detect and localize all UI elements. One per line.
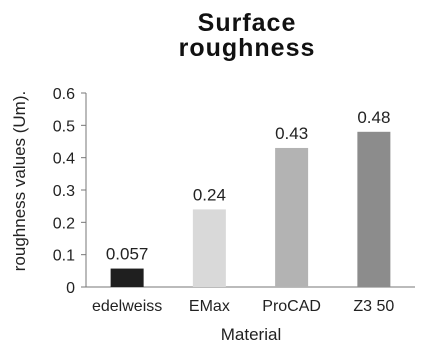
chart-title-line-1: Surface <box>198 9 297 37</box>
data-label: 0.48 <box>357 108 390 127</box>
data-label: 0.057 <box>106 245 149 264</box>
bar-z3-50 <box>357 131 391 287</box>
y-tick-label: 0.2 <box>53 215 75 232</box>
data-label: 0.24 <box>193 185 226 204</box>
bars-group <box>110 131 391 287</box>
x-tick-label: ProCAD <box>262 298 321 315</box>
bar-edelweiss <box>110 268 144 287</box>
x-tick-label: EMax <box>189 298 230 315</box>
chart-title-line-2: roughness <box>179 34 316 62</box>
y-axis-ticks: 0 0.1 0.2 0.3 0.4 0.5 0.6 <box>53 86 86 297</box>
y-tick-label: 0.6 <box>53 86 75 103</box>
x-tick-label: edelweiss <box>92 298 162 315</box>
y-tick-label: 0.5 <box>53 118 75 135</box>
x-axis-label: Material <box>221 325 281 344</box>
y-tick-label: 0 <box>66 280 75 297</box>
y-tick-label: 0.1 <box>53 248 75 265</box>
x-axis-tick-labels: edelweiss EMax ProCAD Z3 50 <box>92 298 394 315</box>
bar-procad <box>275 147 309 287</box>
bar-emax <box>192 209 226 287</box>
x-tick-label: Z3 50 <box>353 298 394 315</box>
y-tick-label: 0.4 <box>53 151 75 168</box>
y-tick-label: 0.3 <box>53 183 75 200</box>
y-axis-label: roughness values (Um). <box>10 91 29 271</box>
data-labels-group: 0.057 0.24 0.43 0.48 <box>106 108 391 264</box>
data-label: 0.43 <box>275 124 308 143</box>
